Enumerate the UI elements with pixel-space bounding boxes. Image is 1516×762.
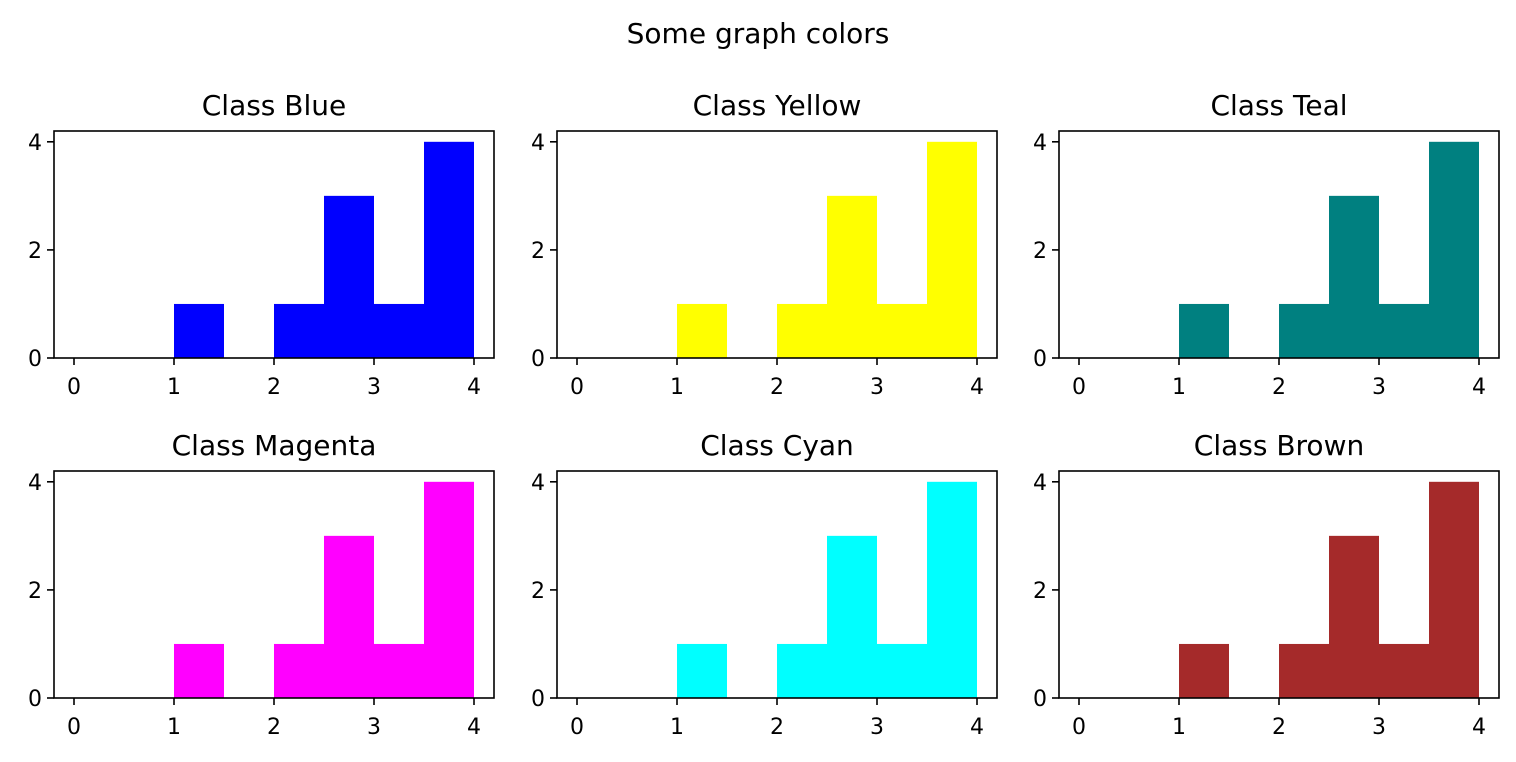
histogram-bar <box>1329 195 1379 358</box>
histogram-bar <box>1279 643 1329 698</box>
histogram-bar <box>827 195 877 358</box>
x-tick-label: 4 <box>1472 715 1486 740</box>
x-tick-label: 2 <box>770 715 784 740</box>
x-tick-label: 4 <box>970 375 984 400</box>
y-tick-label: 4 <box>1033 131 1047 156</box>
y-tick-label: 4 <box>28 131 42 156</box>
subplot-title: Class Brown <box>1194 429 1364 462</box>
x-tick-label: 2 <box>267 715 281 740</box>
histogram-bar <box>1179 643 1229 698</box>
histogram-bar <box>324 195 374 358</box>
histogram-bar <box>1279 303 1329 358</box>
subplot: Class Blue 0 1 2 3 4 0 2 4 <box>28 89 495 400</box>
y-tick-label: 0 <box>531 347 545 372</box>
histogram-bar <box>677 303 727 358</box>
histogram-bar <box>174 303 224 358</box>
histogram-bar <box>174 643 224 698</box>
subplot: Class Teal 0 1 2 3 4 0 2 4 <box>1033 89 1500 400</box>
x-tick-label: 1 <box>670 375 684 400</box>
x-tick-label: 1 <box>1172 715 1186 740</box>
histogram-bar <box>1329 535 1379 698</box>
x-tick-label: 2 <box>1272 375 1286 400</box>
y-tick-label: 0 <box>28 687 42 712</box>
y-tick-label: 0 <box>1033 347 1047 372</box>
subplot: Class Brown 0 1 2 3 4 0 2 4 <box>1033 429 1500 740</box>
histogram-bar <box>374 303 424 358</box>
x-tick-label: 1 <box>1172 375 1186 400</box>
subplot-title: Class Magenta <box>172 429 377 462</box>
x-tick-label: 1 <box>167 715 181 740</box>
histogram-bar <box>877 303 927 358</box>
x-tick-label: 2 <box>267 375 281 400</box>
histogram-bar <box>927 141 977 358</box>
figure-title: Some graph colors <box>627 17 890 50</box>
x-tick-label: 3 <box>1372 375 1386 400</box>
histogram-bar <box>324 535 374 698</box>
subplot-title: Class Cyan <box>700 429 854 462</box>
histogram-bar <box>777 643 827 698</box>
y-tick-label: 4 <box>28 471 42 496</box>
y-tick-label: 0 <box>531 687 545 712</box>
x-tick-label: 2 <box>770 375 784 400</box>
x-tick-label: 4 <box>970 715 984 740</box>
x-tick-label: 0 <box>1072 715 1086 740</box>
histogram-bar <box>777 303 827 358</box>
x-tick-label: 3 <box>870 375 884 400</box>
subplot-title: Class Teal <box>1210 89 1347 122</box>
y-tick-label: 0 <box>28 347 42 372</box>
y-tick-label: 4 <box>531 131 545 156</box>
y-tick-label: 0 <box>1033 687 1047 712</box>
x-tick-label: 1 <box>670 715 684 740</box>
x-tick-label: 3 <box>367 715 381 740</box>
histogram-bar <box>1429 481 1479 698</box>
histogram-bar <box>1379 303 1429 358</box>
histogram-bar <box>677 643 727 698</box>
subplot: Class Magenta 0 1 2 3 4 0 2 4 <box>28 429 495 740</box>
x-tick-label: 0 <box>570 715 584 740</box>
subplot-title: Class Blue <box>202 89 347 122</box>
histogram-bar <box>1429 141 1479 358</box>
histogram-bar <box>424 481 474 698</box>
y-tick-label: 2 <box>531 239 545 264</box>
x-tick-label: 0 <box>1072 375 1086 400</box>
subplot: Class Cyan 0 1 2 3 4 0 2 4 <box>531 429 998 740</box>
y-tick-label: 2 <box>28 239 42 264</box>
histogram-bar <box>274 643 324 698</box>
x-tick-label: 2 <box>1272 715 1286 740</box>
histogram-bar <box>374 643 424 698</box>
x-tick-label: 0 <box>67 375 81 400</box>
y-tick-label: 4 <box>1033 471 1047 496</box>
y-tick-label: 2 <box>28 579 42 604</box>
y-tick-label: 4 <box>531 471 545 496</box>
x-tick-label: 3 <box>367 375 381 400</box>
y-tick-label: 2 <box>1033 579 1047 604</box>
histogram-bar <box>927 481 977 698</box>
subplot: Class Yellow 0 1 2 3 4 0 2 4 <box>531 89 998 400</box>
x-tick-label: 4 <box>1472 375 1486 400</box>
histogram-bar <box>1179 303 1229 358</box>
x-tick-label: 4 <box>467 375 481 400</box>
subplot-title: Class Yellow <box>693 89 862 122</box>
x-tick-label: 3 <box>1372 715 1386 740</box>
histogram-bar <box>1379 643 1429 698</box>
x-tick-label: 1 <box>167 375 181 400</box>
y-tick-label: 2 <box>531 579 545 604</box>
x-tick-label: 3 <box>870 715 884 740</box>
x-tick-label: 4 <box>467 715 481 740</box>
histogram-bar <box>827 535 877 698</box>
histogram-bar <box>877 643 927 698</box>
histogram-bar <box>424 141 474 358</box>
x-tick-label: 0 <box>570 375 584 400</box>
y-tick-label: 2 <box>1033 239 1047 264</box>
histogram-bar <box>274 303 324 358</box>
x-tick-label: 0 <box>67 715 81 740</box>
